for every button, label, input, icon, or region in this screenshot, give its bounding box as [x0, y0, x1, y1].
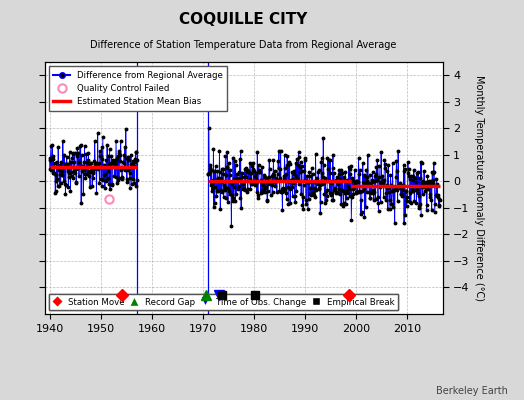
- Text: Berkeley Earth: Berkeley Earth: [436, 386, 508, 396]
- Text: COQUILLE CITY: COQUILLE CITY: [180, 12, 308, 27]
- Legend: Station Move, Record Gap, Time of Obs. Change, Empirical Break: Station Move, Record Gap, Time of Obs. C…: [49, 294, 398, 310]
- Text: Difference of Station Temperature Data from Regional Average: Difference of Station Temperature Data f…: [91, 40, 397, 50]
- Y-axis label: Monthly Temperature Anomaly Difference (°C): Monthly Temperature Anomaly Difference (…: [474, 75, 484, 301]
